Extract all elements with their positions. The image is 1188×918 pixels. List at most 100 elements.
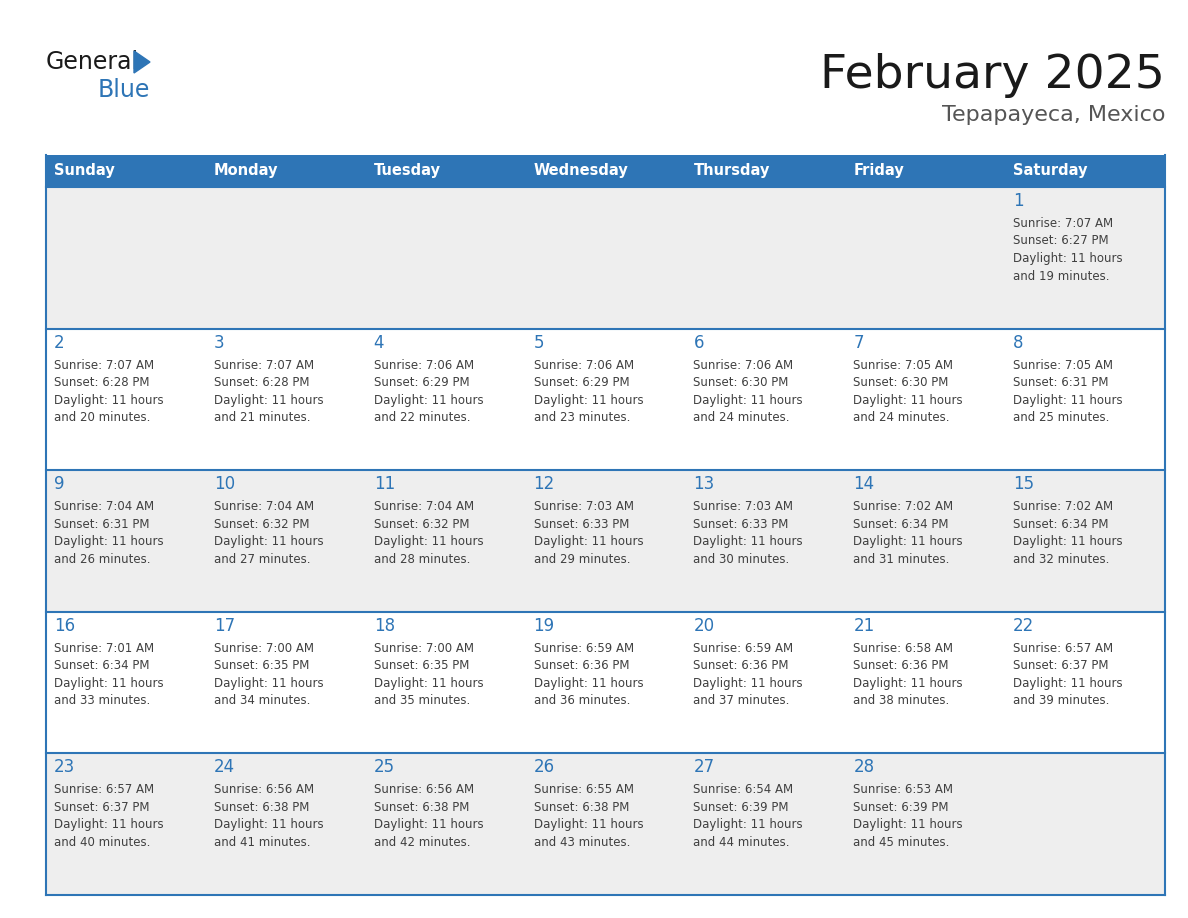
Text: 24: 24 bbox=[214, 758, 235, 777]
Text: Daylight: 11 hours: Daylight: 11 hours bbox=[853, 535, 963, 548]
Text: 5: 5 bbox=[533, 333, 544, 352]
Text: and 20 minutes.: and 20 minutes. bbox=[53, 411, 151, 424]
Text: and 29 minutes.: and 29 minutes. bbox=[533, 553, 630, 565]
Text: 10: 10 bbox=[214, 476, 235, 493]
Text: Sunrise: 7:05 AM: Sunrise: 7:05 AM bbox=[1013, 359, 1113, 372]
Text: Daylight: 11 hours: Daylight: 11 hours bbox=[214, 394, 323, 407]
Text: 2: 2 bbox=[53, 333, 64, 352]
Text: Sunrise: 6:58 AM: Sunrise: 6:58 AM bbox=[853, 642, 953, 655]
Text: Sunrise: 6:59 AM: Sunrise: 6:59 AM bbox=[694, 642, 794, 655]
Text: 15: 15 bbox=[1013, 476, 1035, 493]
Text: and 41 minutes.: and 41 minutes. bbox=[214, 836, 310, 849]
Text: Daylight: 11 hours: Daylight: 11 hours bbox=[53, 535, 164, 548]
Text: Sunrise: 7:04 AM: Sunrise: 7:04 AM bbox=[374, 500, 474, 513]
Text: Sunset: 6:34 PM: Sunset: 6:34 PM bbox=[53, 659, 150, 672]
Text: Sunset: 6:37 PM: Sunset: 6:37 PM bbox=[1013, 659, 1108, 672]
Text: Sunset: 6:32 PM: Sunset: 6:32 PM bbox=[214, 518, 309, 531]
Text: Sunset: 6:36 PM: Sunset: 6:36 PM bbox=[694, 659, 789, 672]
Text: 9: 9 bbox=[53, 476, 64, 493]
Text: Sunrise: 7:07 AM: Sunrise: 7:07 AM bbox=[214, 359, 314, 372]
Text: and 27 minutes.: and 27 minutes. bbox=[214, 553, 310, 565]
Text: Daylight: 11 hours: Daylight: 11 hours bbox=[214, 535, 323, 548]
Text: Sunrise: 6:56 AM: Sunrise: 6:56 AM bbox=[214, 783, 314, 797]
Text: 14: 14 bbox=[853, 476, 874, 493]
Text: Daylight: 11 hours: Daylight: 11 hours bbox=[1013, 394, 1123, 407]
Text: and 38 minutes.: and 38 minutes. bbox=[853, 694, 949, 707]
Text: Sunrise: 7:06 AM: Sunrise: 7:06 AM bbox=[374, 359, 474, 372]
Text: 4: 4 bbox=[374, 333, 384, 352]
Text: Daylight: 11 hours: Daylight: 11 hours bbox=[853, 677, 963, 689]
Text: and 21 minutes.: and 21 minutes. bbox=[214, 411, 310, 424]
Text: and 36 minutes.: and 36 minutes. bbox=[533, 694, 630, 707]
Text: and 44 minutes.: and 44 minutes. bbox=[694, 836, 790, 849]
Text: and 19 minutes.: and 19 minutes. bbox=[1013, 270, 1110, 283]
Text: 8: 8 bbox=[1013, 333, 1024, 352]
Text: Sunrise: 7:01 AM: Sunrise: 7:01 AM bbox=[53, 642, 154, 655]
Text: Sunrise: 6:53 AM: Sunrise: 6:53 AM bbox=[853, 783, 953, 797]
Text: and 31 minutes.: and 31 minutes. bbox=[853, 553, 949, 565]
Text: and 22 minutes.: and 22 minutes. bbox=[374, 411, 470, 424]
Text: Daylight: 11 hours: Daylight: 11 hours bbox=[53, 677, 164, 689]
Bar bbox=[46, 470, 1165, 611]
Text: 13: 13 bbox=[694, 476, 715, 493]
Text: Sunset: 6:36 PM: Sunset: 6:36 PM bbox=[853, 659, 949, 672]
Text: Sunset: 6:34 PM: Sunset: 6:34 PM bbox=[1013, 518, 1108, 531]
Text: Monday: Monday bbox=[214, 163, 278, 178]
Text: Sunrise: 7:07 AM: Sunrise: 7:07 AM bbox=[1013, 217, 1113, 230]
Bar bbox=[46, 611, 1165, 754]
Text: Sunrise: 6:57 AM: Sunrise: 6:57 AM bbox=[1013, 642, 1113, 655]
Text: and 32 minutes.: and 32 minutes. bbox=[1013, 553, 1110, 565]
Text: 12: 12 bbox=[533, 476, 555, 493]
Text: 22: 22 bbox=[1013, 617, 1035, 635]
Bar bbox=[46, 187, 1165, 329]
Text: Sunrise: 7:05 AM: Sunrise: 7:05 AM bbox=[853, 359, 953, 372]
Text: 27: 27 bbox=[694, 758, 714, 777]
Text: Sunset: 6:30 PM: Sunset: 6:30 PM bbox=[694, 376, 789, 389]
Text: Sunset: 6:35 PM: Sunset: 6:35 PM bbox=[214, 659, 309, 672]
Text: Daylight: 11 hours: Daylight: 11 hours bbox=[694, 535, 803, 548]
Text: and 40 minutes.: and 40 minutes. bbox=[53, 836, 151, 849]
Text: Sunset: 6:38 PM: Sunset: 6:38 PM bbox=[374, 800, 469, 814]
Text: 19: 19 bbox=[533, 617, 555, 635]
Text: Sunset: 6:31 PM: Sunset: 6:31 PM bbox=[53, 518, 150, 531]
Text: Daylight: 11 hours: Daylight: 11 hours bbox=[374, 394, 484, 407]
Text: and 35 minutes.: and 35 minutes. bbox=[374, 694, 470, 707]
Text: Daylight: 11 hours: Daylight: 11 hours bbox=[53, 394, 164, 407]
Text: Daylight: 11 hours: Daylight: 11 hours bbox=[214, 819, 323, 832]
Text: and 24 minutes.: and 24 minutes. bbox=[694, 411, 790, 424]
Bar bbox=[46, 155, 1165, 187]
Text: Sunrise: 6:59 AM: Sunrise: 6:59 AM bbox=[533, 642, 633, 655]
Text: Daylight: 11 hours: Daylight: 11 hours bbox=[1013, 677, 1123, 689]
Text: Sunset: 6:29 PM: Sunset: 6:29 PM bbox=[533, 376, 630, 389]
Text: Sunset: 6:33 PM: Sunset: 6:33 PM bbox=[694, 518, 789, 531]
Bar bbox=[46, 754, 1165, 895]
Text: Sunrise: 6:55 AM: Sunrise: 6:55 AM bbox=[533, 783, 633, 797]
Text: and 45 minutes.: and 45 minutes. bbox=[853, 836, 949, 849]
Text: Daylight: 11 hours: Daylight: 11 hours bbox=[374, 819, 484, 832]
Text: Sunrise: 7:02 AM: Sunrise: 7:02 AM bbox=[1013, 500, 1113, 513]
Text: Friday: Friday bbox=[853, 163, 904, 178]
Text: Daylight: 11 hours: Daylight: 11 hours bbox=[1013, 535, 1123, 548]
Text: 23: 23 bbox=[53, 758, 75, 777]
Text: Sunset: 6:31 PM: Sunset: 6:31 PM bbox=[1013, 376, 1108, 389]
Text: and 39 minutes.: and 39 minutes. bbox=[1013, 694, 1110, 707]
Text: Sunrise: 7:03 AM: Sunrise: 7:03 AM bbox=[533, 500, 633, 513]
Text: and 37 minutes.: and 37 minutes. bbox=[694, 694, 790, 707]
Text: 21: 21 bbox=[853, 617, 874, 635]
Text: Sunrise: 7:07 AM: Sunrise: 7:07 AM bbox=[53, 359, 154, 372]
Text: Sunset: 6:34 PM: Sunset: 6:34 PM bbox=[853, 518, 949, 531]
Text: 18: 18 bbox=[374, 617, 394, 635]
Text: Daylight: 11 hours: Daylight: 11 hours bbox=[374, 677, 484, 689]
Text: Blue: Blue bbox=[97, 78, 151, 102]
Text: Wednesday: Wednesday bbox=[533, 163, 628, 178]
Text: Sunset: 6:29 PM: Sunset: 6:29 PM bbox=[374, 376, 469, 389]
Text: Sunset: 6:32 PM: Sunset: 6:32 PM bbox=[374, 518, 469, 531]
Text: 25: 25 bbox=[374, 758, 394, 777]
Text: Sunrise: 7:03 AM: Sunrise: 7:03 AM bbox=[694, 500, 794, 513]
Text: and 42 minutes.: and 42 minutes. bbox=[374, 836, 470, 849]
Text: Daylight: 11 hours: Daylight: 11 hours bbox=[214, 677, 323, 689]
Text: Sunrise: 7:00 AM: Sunrise: 7:00 AM bbox=[214, 642, 314, 655]
Text: 6: 6 bbox=[694, 333, 704, 352]
Text: and 33 minutes.: and 33 minutes. bbox=[53, 694, 150, 707]
Text: Sunset: 6:39 PM: Sunset: 6:39 PM bbox=[853, 800, 949, 814]
